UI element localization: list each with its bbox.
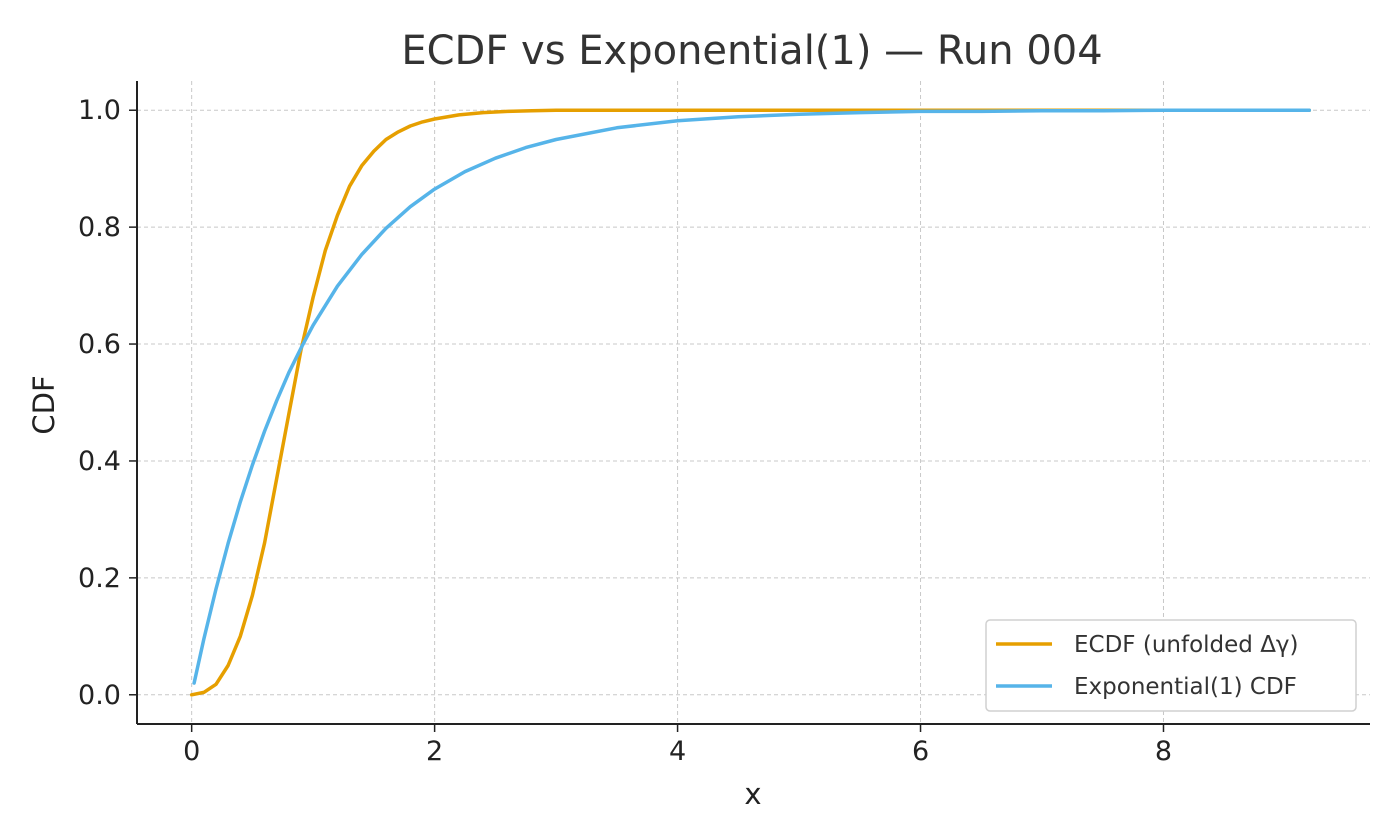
series-line-0 [189, 108, 1312, 697]
y-tick-label: 0.4 [78, 446, 121, 477]
tick-labels: 0 2 4 6 8 0.0 0.2 0.4 0.6 0.8 1.0 [78, 95, 1172, 767]
grid-lines [137, 81, 1370, 724]
x-tick-label: 0 [183, 736, 200, 767]
y-tick-label: 1.0 [78, 95, 121, 126]
x-tick-label: 8 [1155, 736, 1172, 767]
legend-label-0: ECDF (unfolded Δγ) [1074, 632, 1299, 658]
y-tick-label: 0.2 [78, 563, 121, 594]
x-tick-label: 4 [669, 736, 686, 767]
y-axis-label: CDF [27, 375, 61, 434]
x-tick-label: 2 [426, 736, 443, 767]
legend-box [985, 619, 1357, 712]
legend: ECDF (unfolded Δγ) Exponential(1) CDF [985, 619, 1357, 712]
chart-title: ECDF vs Exponential(1) — Run 004 [401, 28, 1102, 74]
y-tick-label: 0.6 [78, 329, 121, 360]
axes [136, 81, 1370, 725]
x-axis-label: x [744, 777, 761, 811]
legend-label-1: Exponential(1) CDF [1074, 674, 1297, 700]
series-lines [189, 108, 1312, 697]
y-tick-label: 0.0 [78, 680, 121, 711]
x-tick-label: 6 [912, 736, 929, 767]
y-tick-label: 0.8 [78, 212, 121, 243]
series-line-1 [192, 108, 1312, 685]
